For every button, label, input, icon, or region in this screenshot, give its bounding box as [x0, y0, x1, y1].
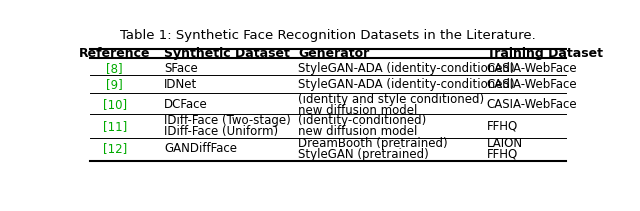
Text: CASIA-WebFace: CASIA-WebFace: [486, 98, 577, 111]
Text: Generator: Generator: [298, 47, 369, 60]
Text: SFace: SFace: [164, 62, 198, 75]
Text: [12]: [12]: [102, 142, 127, 155]
Text: DreamBooth (pretrained): DreamBooth (pretrained): [298, 137, 448, 150]
Text: [11]: [11]: [102, 120, 127, 133]
Text: Table 1: Synthetic Face Recognition Datasets in the Literature.: Table 1: Synthetic Face Recognition Data…: [120, 29, 536, 42]
Text: DCFace: DCFace: [164, 98, 208, 111]
Text: FFHQ: FFHQ: [486, 120, 518, 133]
Text: [8]: [8]: [106, 62, 123, 75]
Text: IDNet: IDNet: [164, 78, 198, 91]
Text: StyleGAN-ADA (identity-conditioned): StyleGAN-ADA (identity-conditioned): [298, 78, 515, 91]
Text: CASIA-WebFace: CASIA-WebFace: [486, 78, 577, 91]
Text: StyleGAN-ADA (identity-conditioned): StyleGAN-ADA (identity-conditioned): [298, 62, 515, 75]
Text: Training Dataset: Training Dataset: [486, 47, 603, 60]
Text: Reference: Reference: [79, 47, 150, 60]
Text: new diffusion model: new diffusion model: [298, 104, 418, 117]
Text: (identity and style conditioned): (identity and style conditioned): [298, 93, 484, 106]
Text: [9]: [9]: [106, 78, 123, 91]
Text: FFHQ: FFHQ: [486, 147, 518, 161]
Text: Synthetic Dataset: Synthetic Dataset: [164, 47, 290, 60]
Text: IDiff-Face (Uniform): IDiff-Face (Uniform): [164, 125, 278, 138]
Text: (identity-conditioned): (identity-conditioned): [298, 114, 426, 127]
Text: [10]: [10]: [102, 98, 127, 111]
Text: new diffusion model: new diffusion model: [298, 125, 418, 138]
Text: IDiff-Face (Two-stage): IDiff-Face (Two-stage): [164, 114, 291, 127]
Text: LAION: LAION: [486, 137, 523, 150]
Text: GANDiffFace: GANDiffFace: [164, 142, 237, 155]
Text: CASIA-WebFace: CASIA-WebFace: [486, 62, 577, 75]
Text: StyleGAN (pretrained): StyleGAN (pretrained): [298, 147, 429, 161]
